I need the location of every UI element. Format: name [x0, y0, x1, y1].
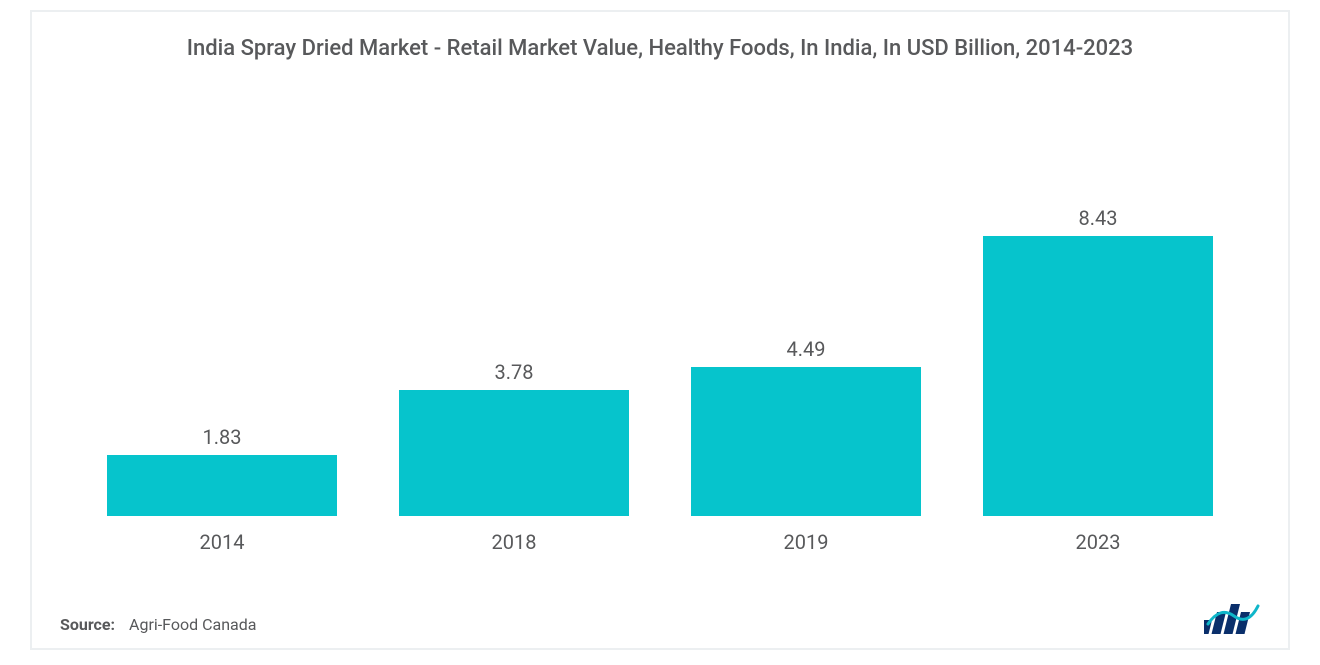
bar-group: 3.78	[380, 94, 648, 516]
bar-value-label: 3.78	[495, 360, 534, 384]
bar-group: 4.49	[672, 94, 940, 516]
source-label: Source:	[60, 615, 115, 634]
source-citation: Source: Agri-Food Canada	[60, 615, 256, 634]
bar-value-label: 8.43	[1079, 206, 1118, 230]
x-axis-tick: 2023	[964, 530, 1232, 554]
x-axis: 2014 2018 2019 2023	[60, 524, 1260, 554]
x-axis-tick: 2018	[380, 530, 648, 554]
x-axis-tick: 2014	[88, 530, 356, 554]
chart-title: India Spray Dried Market - Retail Market…	[60, 28, 1260, 70]
x-axis-tick: 2019	[672, 530, 940, 554]
chart-container: India Spray Dried Market - Retail Market…	[30, 10, 1290, 650]
bar	[107, 455, 337, 516]
bar	[691, 367, 921, 516]
mordor-intelligence-logo-icon	[1204, 600, 1260, 634]
bar-group: 1.83	[88, 94, 356, 516]
source-value: Agri-Food Canada	[129, 615, 256, 634]
bar-value-label: 4.49	[787, 337, 826, 361]
footer-row: Source: Agri-Food Canada	[60, 554, 1260, 634]
bar	[983, 236, 1213, 516]
chart-plot-area: 1.83 3.78 4.49 8.43	[60, 70, 1260, 524]
bar-group: 8.43	[964, 94, 1232, 516]
bar-value-label: 1.83	[203, 425, 242, 449]
bar	[399, 390, 629, 516]
